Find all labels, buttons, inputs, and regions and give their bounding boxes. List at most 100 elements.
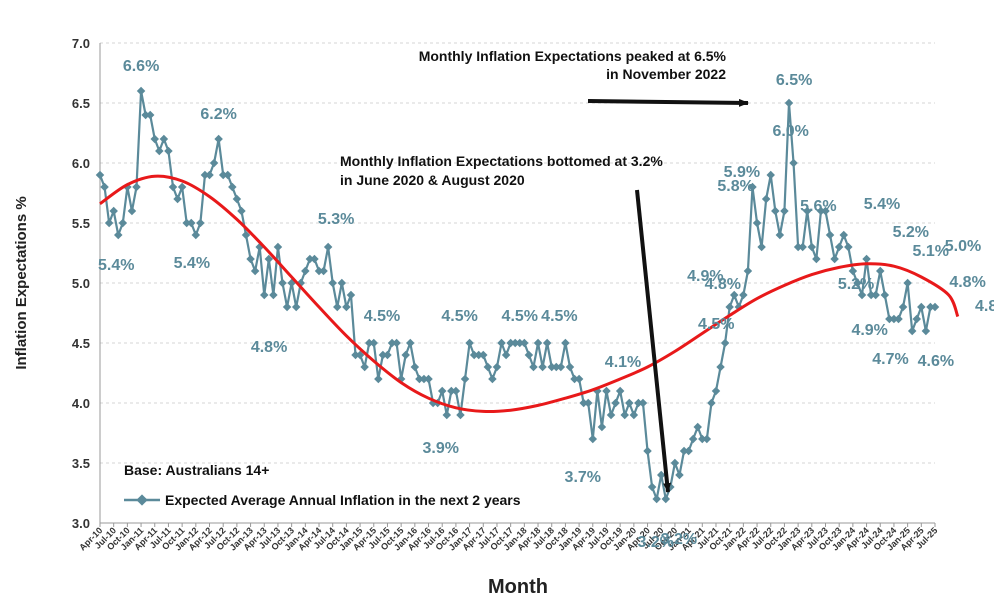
data-point [456,410,465,420]
annotation-bottom-arrow [635,189,672,493]
y-tick-label: 6.0 [72,156,90,171]
data-point [401,350,410,360]
data-point [656,470,666,480]
data-point [114,230,123,240]
data-point [798,242,807,252]
data-point [597,422,607,432]
data-label: 3.9% [423,440,459,457]
data-point [634,398,643,408]
data-point [862,254,871,264]
annotation-bottom-line2: in June 2020 & August 2020 [340,172,525,188]
data-point [351,350,360,360]
data-point [720,338,730,348]
data-label: 6.5% [776,72,812,89]
data-point [437,386,447,396]
data-label: 5.1% [913,243,949,260]
data-point [260,290,269,300]
data-point [533,338,543,348]
data-point [515,338,525,348]
data-point [497,338,506,348]
data-point [698,434,707,444]
data-label: 6.6% [123,58,159,75]
trend-line [99,174,960,414]
data-point [520,338,529,348]
data-point [761,194,771,204]
data-point [844,242,853,252]
data-label: 5.3% [318,211,354,228]
data-point [565,362,575,372]
data-point [907,326,917,336]
data-point [419,374,429,384]
data-point [538,362,547,372]
data-point [611,398,620,408]
data-point [743,266,753,276]
data-point [310,254,319,264]
data-point [542,338,552,348]
data-point [707,398,716,408]
data-point [606,410,616,420]
legend-entry-text: Expected Average Annual Inflation in the… [165,492,521,508]
annotation-peak: Monthly Inflation Expectations peaked at… [419,48,749,107]
data-point [164,146,173,156]
data-point [812,254,821,264]
data-point [360,362,369,372]
data-point [561,338,570,348]
data-point [876,266,885,276]
data-point [871,290,880,300]
data-point [725,302,734,312]
data-point [132,182,141,192]
data-point [346,290,356,300]
data-point [652,494,661,504]
data-point [583,398,593,408]
data-label: 4.5% [698,316,734,333]
data-point [460,374,470,384]
data-point [196,218,205,228]
data-label: 6.2% [200,106,236,123]
data-point [729,290,739,300]
data-label: 5.8% [717,178,753,195]
data-point [834,242,844,252]
data-point [647,482,657,492]
data-point [442,410,452,420]
data-point [177,182,187,192]
data-point [898,302,908,312]
data-point [333,302,342,312]
data-label: 4.8% [975,298,994,315]
data-point [269,290,278,300]
data-point [364,338,374,348]
data-point [492,362,502,372]
data-point [775,230,785,240]
data-point [661,494,671,504]
data-point [912,314,921,324]
data-point [237,206,246,216]
data-point [629,410,639,420]
data-point [424,374,433,384]
data-point [191,230,201,240]
data-point [771,206,780,216]
data-point [205,170,214,180]
data-point [889,314,899,324]
data-point [739,290,748,300]
y-tick-label: 5.0 [72,276,90,291]
data-point [510,338,520,348]
data-point [638,398,648,408]
data-label: 3.2% [661,531,697,548]
data-point [136,86,146,96]
y-tick-label: 3.0 [72,516,90,531]
data-point [406,338,415,348]
data-point [807,242,817,252]
y-tick-label: 4.5 [72,336,90,351]
data-label: 3.7% [565,469,601,486]
data-point [675,470,684,480]
data-label: 4.7% [872,351,908,368]
data-point [552,362,561,372]
data-point [228,182,237,192]
data-point [95,170,105,180]
data-point [410,362,420,372]
data-point [488,374,497,384]
data-point [447,386,456,396]
annotation-peak-line2: in November 2022 [606,66,726,82]
data-point [155,146,164,156]
data-point [109,206,118,216]
y-tick-label: 5.5 [72,216,90,231]
